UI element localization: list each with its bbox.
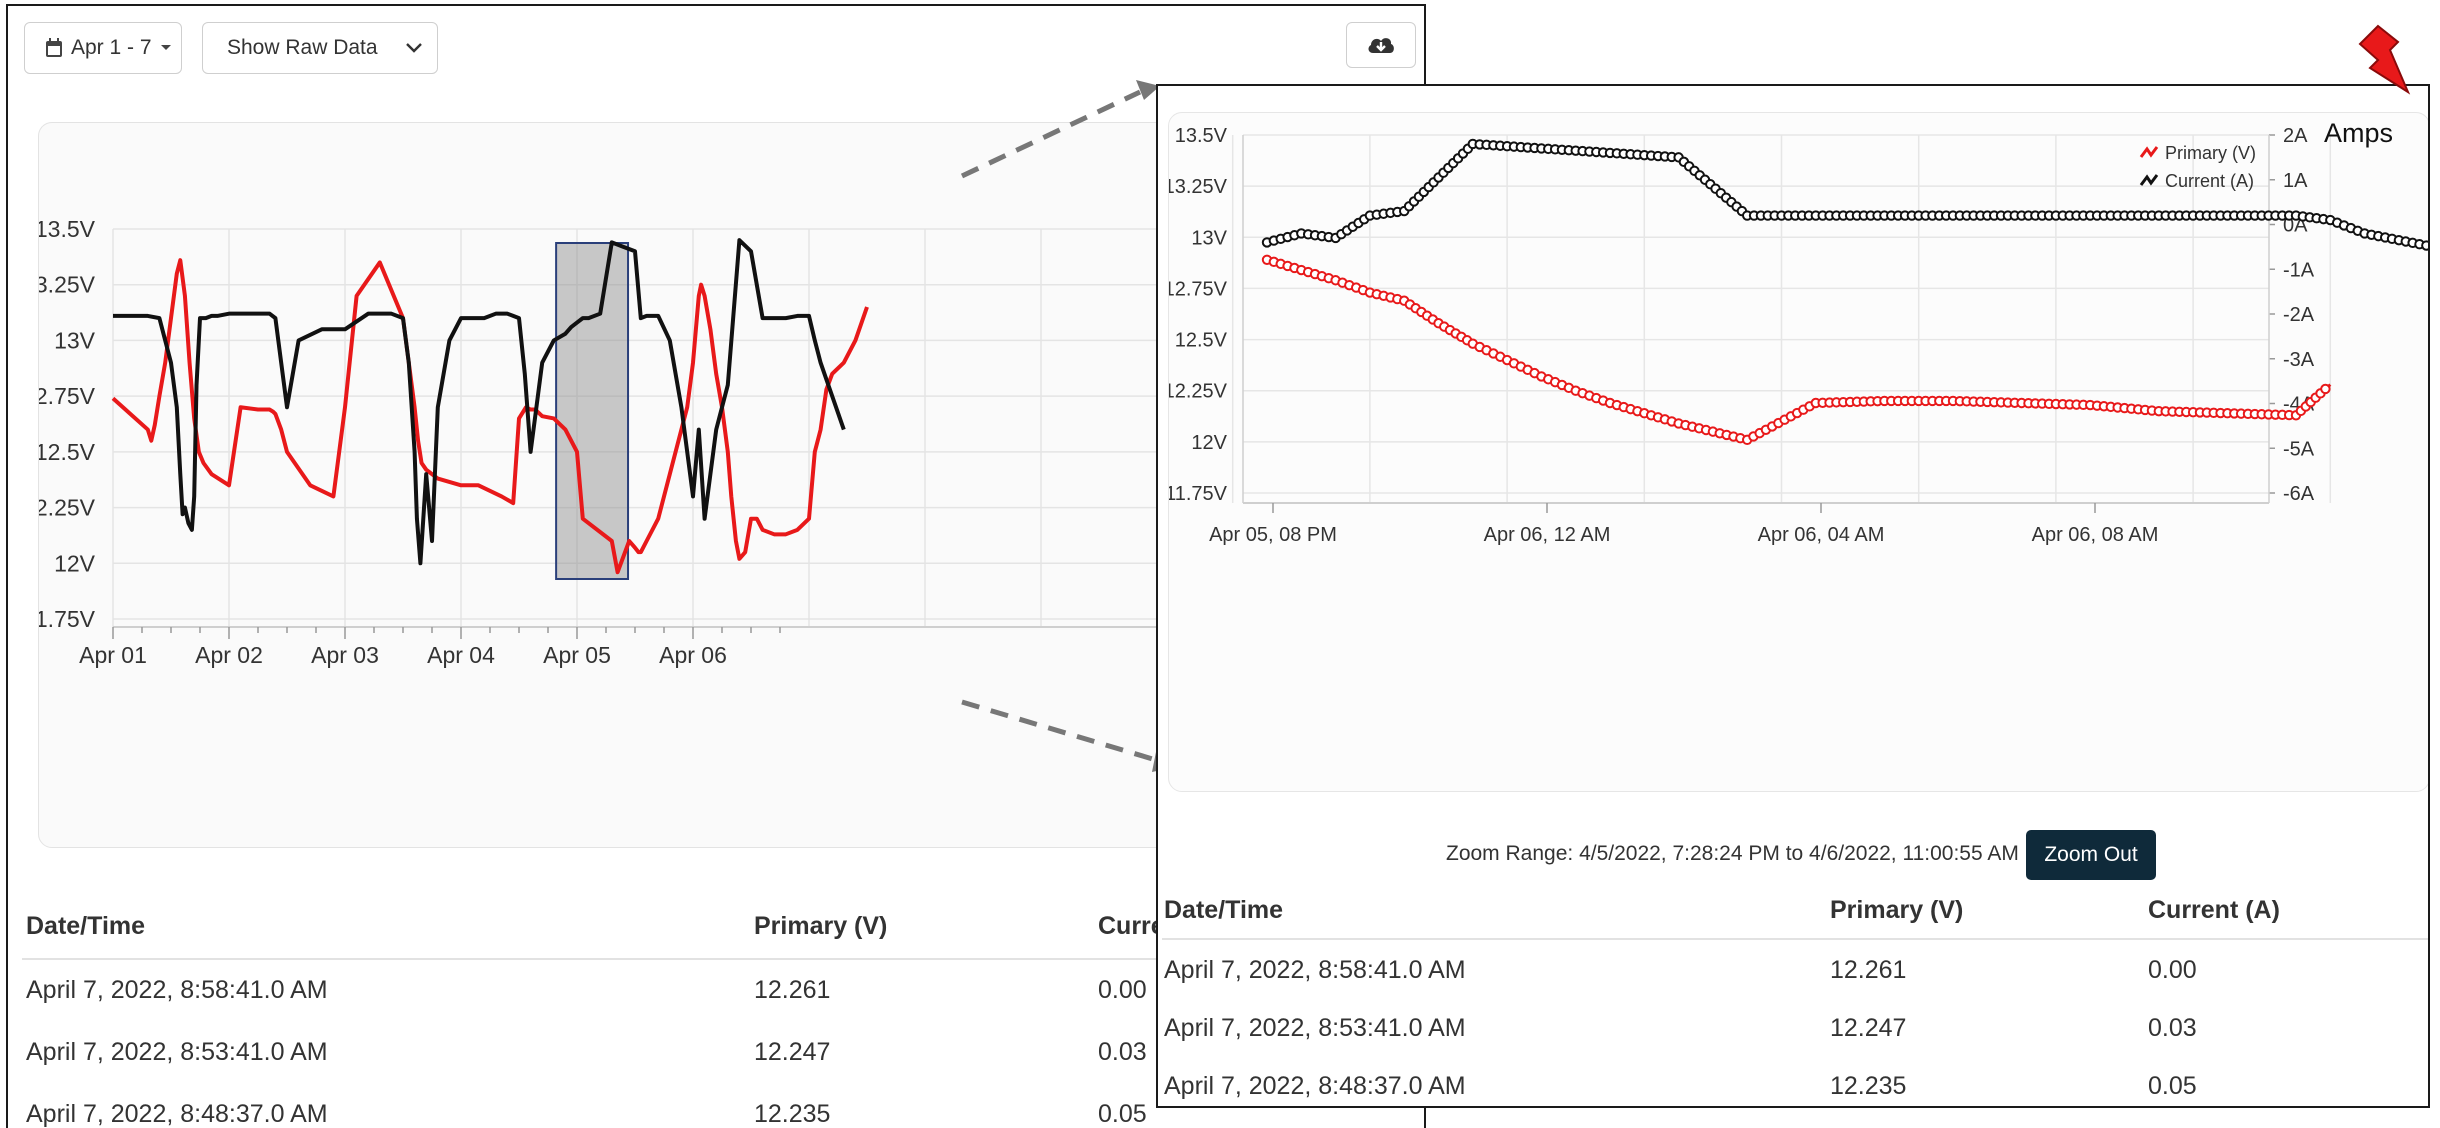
main-series-current	[113, 238, 846, 566]
zoom-panel: 13.5V 13.25V 13V 12.75V 12.5V 12.25V 12V 11.75V…	[1156, 84, 2430, 1108]
main-y-tick-label: 13V	[54, 327, 96, 353]
zoom-point-current	[2429, 243, 2430, 251]
main-selection-box	[555, 242, 630, 580]
date-range-button[interactable]: Apr 1 - 7	[24, 22, 182, 74]
zoom-y-tick-label: 11.75V	[1169, 483, 1228, 505]
zoom-y-tick-label: 13.25V	[1169, 176, 1228, 198]
zoom-chart-card: 13.5V 13.25V 13V 12.75V 12.5V 12.25V 12V 11.75V…	[1164, 112, 2430, 793]
zoom-table-header-datetime: Date/Time	[1164, 896, 1284, 924]
main-y-tick-label: 12.75V	[39, 383, 96, 409]
red-arrow-icon	[2358, 24, 2411, 95]
zoom-y-tick-label: 12.75V	[1169, 278, 1228, 300]
zoom-row-2-primary: 12.247	[1830, 1014, 1907, 1042]
zoom-row-1-primary: 12.261	[1830, 956, 1907, 984]
main-y-tick-label: 13.5V	[39, 216, 96, 242]
main-table-header-datetime: Date/Time	[26, 912, 146, 940]
zoom-y2-tick-label: -2A	[2283, 304, 2315, 326]
raw-data-select[interactable]: Show Raw Data	[202, 22, 438, 74]
main-table-header-rule	[22, 958, 1424, 960]
zoom-row-2-current: 0.03	[2148, 1014, 2197, 1042]
zoom-x-tick-label: Apr 06, 12 AM	[1484, 524, 1611, 546]
zoom-plot-area: 13.5V 13.25V 13V 12.75V 12.5V 12.25V 12V 11.75V…	[1164, 125, 2430, 546]
zoom-y-tick-label: 12.5V	[1175, 330, 1228, 352]
zoom-row-2-datetime: April 7, 2022, 8:53:41.0 AM	[1164, 1014, 1466, 1042]
main-y-tick-label: 12.5V	[39, 439, 96, 465]
date-range-label: Apr 1 - 7	[71, 36, 152, 59]
zoom-y-tick-label: 13.5V	[1175, 125, 1228, 147]
main-row-1-datetime: April 7, 2022, 8:58:41.0 AM	[26, 976, 328, 1004]
main-table-header-current: Curre	[1098, 912, 1165, 940]
zoom-y2-tick-label: -5A	[2283, 438, 2315, 460]
main-series-primary	[111, 258, 869, 575]
main-x-tick-label: Apr 06	[659, 642, 727, 668]
zoom-chart[interactable]: 13.5V 13.25V 13V 12.75V 12.5V 12.25V 12V 11.75V…	[1164, 113, 2430, 793]
main-row-2-current: 0.03	[1098, 1038, 1147, 1066]
main-x-tick-label: Apr 04	[427, 642, 495, 668]
main-y-tick-label: 12V	[54, 550, 96, 576]
zoom-table-header-primary: Primary (V)	[1830, 896, 1964, 924]
main-table-header-primary: Primary (V)	[754, 912, 888, 940]
zoom-out-button[interactable]: Zoom Out	[2026, 830, 2156, 880]
zoom-x-tick-label: Apr 06, 04 AM	[1758, 524, 1885, 546]
zoom-y-tick-label: 13V	[1191, 227, 1227, 249]
zoom-x-tick-label: Apr 06, 08 AM	[2032, 524, 2159, 546]
zoom-y2-tick-label: -1A	[2283, 259, 2315, 281]
zoom-x-tick-label: Apr 05, 08 PM	[1209, 524, 1337, 546]
main-y-tick-label: 12.25V	[39, 495, 96, 521]
main-x-tick-label: Apr 03	[311, 642, 379, 668]
zoom-table-header-rule	[1162, 938, 2428, 940]
zoom-point-primary	[2320, 383, 2331, 395]
main-y-tick-label: 13.25V	[39, 272, 96, 298]
zoom-row-1-current: 0.00	[2148, 956, 2197, 984]
zoom-y-tick-label: 12.25V	[1169, 381, 1228, 403]
cloud-download-icon	[1368, 38, 1394, 53]
zoom-point-current	[2421, 240, 2428, 251]
zoom-y2-tick-label: -6A	[2283, 483, 2315, 505]
zoom-legend-glyph	[2139, 146, 2159, 158]
main-row-1-primary: 12.261	[754, 976, 831, 1004]
main-x-tick-label: Apr 01	[79, 642, 147, 668]
zoom-table-header-current: Current (A)	[2148, 896, 2280, 924]
zoom-y-tick-label: 12V	[1191, 432, 1227, 454]
main-row-3-datetime: April 7, 2022, 8:48:37.0 AM	[26, 1100, 328, 1128]
zoom-row-3-primary: 12.235	[1830, 1072, 1907, 1100]
zoom-legend-glyph	[2139, 174, 2159, 186]
main-row-3-primary: 12.235	[754, 1100, 831, 1128]
zoom-row-3-current: 0.05	[2148, 1072, 2197, 1100]
main-y-tick-label: 11.75V	[39, 606, 96, 632]
main-row-2-datetime: April 7, 2022, 8:53:41.0 AM	[26, 1038, 328, 1066]
zoom-row-1-datetime: April 7, 2022, 8:58:41.0 AM	[1164, 956, 1466, 984]
chevron-down-icon	[406, 43, 422, 53]
main-x-tick-label: Apr 05	[543, 642, 611, 668]
main-x-tick-label: Apr 02	[195, 642, 263, 668]
zoom-legend-label: Current (A)	[2165, 171, 2254, 191]
download-button[interactable]	[1346, 22, 1416, 68]
zoom-legend-label: Primary (V)	[2165, 143, 2256, 163]
main-row-3-current: 0.05	[1098, 1100, 1147, 1128]
zoom-range-text: Zoom Range: 4/5/2022, 7:28:24 PM to 4/6/…	[1446, 842, 2019, 865]
zoom-y2-tick-label: 1A	[2283, 170, 2308, 192]
main-row-1-current: 0.00	[1098, 976, 1147, 1004]
zoom-y2-tick-label: -3A	[2283, 349, 2315, 371]
caret-down-icon	[160, 45, 171, 50]
calendar-icon	[46, 38, 62, 57]
amps-label: Amps	[2324, 118, 2394, 148]
raw-data-label: Show Raw Data	[227, 36, 378, 59]
zoom-row-3-datetime: April 7, 2022, 8:48:37.0 AM	[1164, 1072, 1466, 1100]
zoom-y2-tick-label: 2A	[2283, 125, 2308, 147]
main-row-2-primary: 12.247	[754, 1038, 831, 1066]
